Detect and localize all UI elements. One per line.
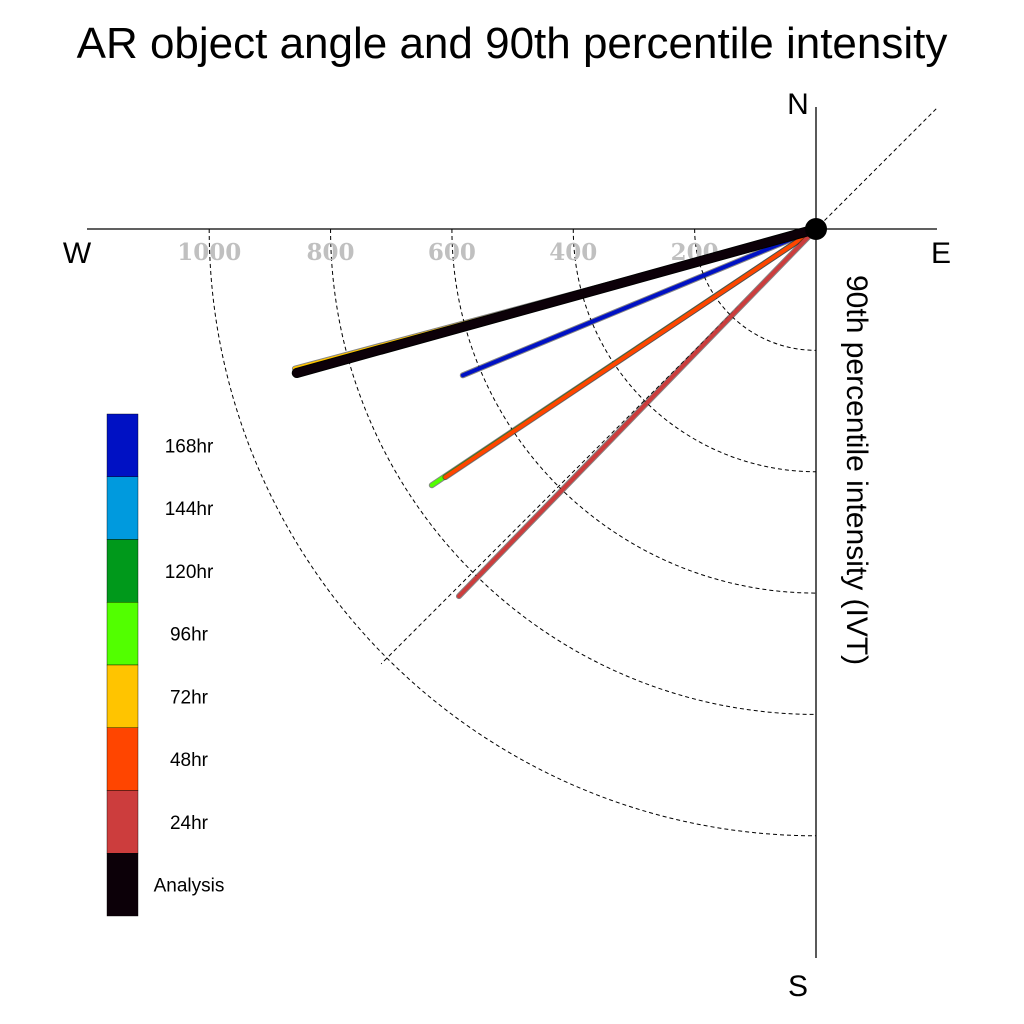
radial-tick-label: 1000 — [177, 239, 241, 266]
radial-tick-label: 600 — [428, 239, 476, 266]
legend-swatch — [106, 539, 139, 603]
legend: 168hr 144hr 120hr 96hr 72hr 48hr 24hr Analysis — [106, 413, 225, 917]
diagonal-guide — [380, 108, 937, 665]
compass-west-label: W — [63, 237, 92, 270]
legend-swatch — [106, 602, 139, 666]
range-ring — [694, 228, 817, 351]
origin-dot — [805, 218, 827, 240]
polar-grid — [87, 107, 937, 958]
vector-48hr — [443, 227, 818, 480]
radial-axis-label: 90th percentile intensity (IVT) — [840, 275, 873, 665]
legend-label: 96hr — [170, 625, 209, 646]
radial-tick-label: 400 — [549, 239, 597, 266]
range-ring — [330, 228, 817, 715]
legend-swatch — [106, 853, 139, 917]
legend-label: 24hr — [170, 813, 209, 834]
legend-swatch — [106, 664, 139, 728]
legend-label: 48hr — [170, 750, 209, 771]
legend-swatch — [106, 413, 139, 477]
legend-label: Analysis — [154, 876, 225, 897]
compass-south-label: S — [788, 970, 808, 1003]
legend-label: 168hr — [165, 436, 214, 457]
legend-swatch — [106, 790, 139, 854]
legend-label: 120hr — [165, 562, 214, 583]
chart-title: AR object angle and 90th percentile inte… — [77, 19, 948, 68]
legend-swatch — [106, 727, 139, 791]
legend-label: 144hr — [165, 499, 214, 520]
radial-tick-label: 800 — [307, 239, 355, 266]
vector-series — [291, 224, 821, 600]
compass-east-label: E — [931, 237, 951, 270]
legend-label: 72hr — [170, 687, 209, 708]
vector-168hr — [460, 227, 818, 378]
compass-north-label: N — [787, 88, 809, 121]
legend-swatch — [106, 476, 139, 540]
range-ring — [451, 228, 817, 594]
range-ring — [572, 228, 817, 473]
vector-24hr — [456, 227, 818, 599]
range-ring — [208, 228, 817, 837]
vector-analysis — [292, 225, 820, 377]
